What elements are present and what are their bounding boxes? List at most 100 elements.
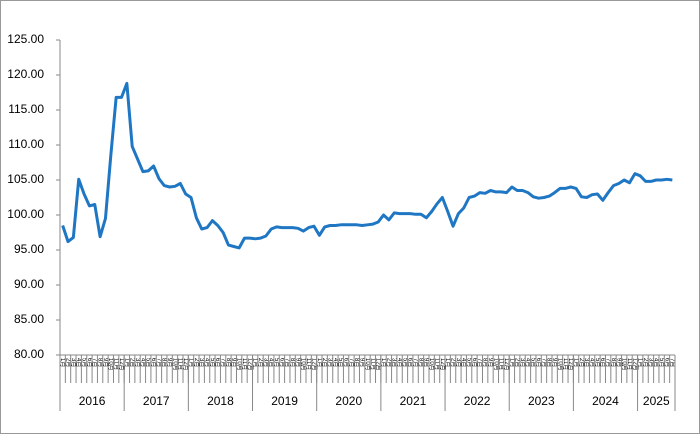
x-tick-label: 10月 xyxy=(621,358,628,371)
y-tick-label: 105.00 xyxy=(7,172,44,186)
x-tick-label: 6月 xyxy=(407,358,414,367)
x-tick-label: 4月 xyxy=(460,358,467,367)
x-tick-label: 1月 xyxy=(508,358,515,367)
x-tick-label: 1月 xyxy=(123,358,130,367)
x-tick-label: 4月 xyxy=(139,358,146,367)
x-tick-label: 5月 xyxy=(530,358,537,367)
x-tick-label: 3月 xyxy=(647,358,654,367)
x-tick-label: 9月 xyxy=(423,358,430,367)
x-tick-label: 9月 xyxy=(615,358,622,367)
x-tick-label: 7月 xyxy=(605,358,612,367)
y-tick-label: 115.00 xyxy=(8,102,44,116)
x-tick-label: 10月 xyxy=(556,358,563,371)
x-tick-label: 10月 xyxy=(428,358,435,371)
x-tick-label: 11月 xyxy=(433,358,440,370)
x-tick-label: 6月 xyxy=(535,358,542,367)
x-tick-label: 7月 xyxy=(220,358,227,367)
x-tick-label: 11月 xyxy=(562,358,569,370)
x-tick-label: 3月 xyxy=(262,358,269,367)
year-label: 2024 xyxy=(592,394,619,408)
x-tick-label: 8月 xyxy=(353,358,360,367)
x-tick-label: 11月 xyxy=(177,358,184,370)
x-tick-label: 4月 xyxy=(396,358,403,367)
x-tick-label: 9月 xyxy=(551,358,558,367)
x-tick-label: 4月 xyxy=(203,358,210,367)
x-tick-label: 5月 xyxy=(466,358,473,367)
x-tick-label: 3月 xyxy=(455,358,462,367)
x-tick-label: 12月 xyxy=(310,358,317,371)
x-tick-label: 2月 xyxy=(385,358,392,367)
x-tick-label: 12月 xyxy=(503,358,510,371)
x-tick-label: 10月 xyxy=(300,358,307,371)
x-tick-label: 1月 xyxy=(380,358,387,367)
x-tick-label: 12月 xyxy=(118,358,125,371)
x-tick-label: 9月 xyxy=(102,358,109,367)
x-tick-label: 11月 xyxy=(626,358,633,370)
x-tick-label: 2月 xyxy=(514,358,521,367)
x-tick-label: 8月 xyxy=(97,358,104,367)
y-tick-label: 120.00 xyxy=(7,67,44,81)
x-tick-label: 2月 xyxy=(64,358,71,367)
x-tick-label: 9月 xyxy=(230,358,237,367)
x-tick-label: 2月 xyxy=(578,358,585,367)
y-tick-label: 110.00 xyxy=(8,137,44,151)
year-label: 2025 xyxy=(643,394,670,408)
x-tick-label: 5月 xyxy=(80,358,87,367)
y-tick-label: 125.00 xyxy=(7,32,44,46)
x-tick-label: 6月 xyxy=(471,358,478,367)
x-tick-label: 4月 xyxy=(653,358,660,367)
x-tick-label: 7月 xyxy=(412,358,419,367)
x-tick-label: 4月 xyxy=(268,358,275,367)
y-tick-label: 80.00 xyxy=(14,347,44,361)
x-tick-label: 6月 xyxy=(278,358,285,367)
x-tick-label: 1月 xyxy=(444,358,451,367)
x-tick-label: 10月 xyxy=(171,358,178,371)
year-label: 2017 xyxy=(143,394,170,408)
x-tick-label: 6月 xyxy=(150,358,157,367)
x-tick-label: 4月 xyxy=(75,358,82,367)
x-tick-label: 8月 xyxy=(610,358,617,367)
x-tick-label: 12月 xyxy=(182,358,189,371)
x-tick-label: 9月 xyxy=(359,358,366,367)
x-tick-label: 8月 xyxy=(289,358,296,367)
x-tick-label: 10月 xyxy=(107,358,114,371)
x-tick-label: 5月 xyxy=(658,358,665,367)
x-tick-label: 5月 xyxy=(273,358,280,367)
x-tick-label: 3月 xyxy=(519,358,526,367)
x-tick-label: 6月 xyxy=(599,358,606,367)
x-tick-label: 7月 xyxy=(155,358,162,367)
x-tick-label: 9月 xyxy=(294,358,301,367)
x-tick-label: 2月 xyxy=(642,358,649,367)
x-tick-label: 11月 xyxy=(369,358,376,370)
x-tick-label: 2月 xyxy=(321,358,328,367)
y-tick-label: 100.00 xyxy=(7,207,44,221)
x-tick-label: 4月 xyxy=(332,358,339,367)
year-label: 2016 xyxy=(79,394,106,408)
x-tick-label: 12月 xyxy=(567,358,574,371)
x-tick-label: 8月 xyxy=(417,358,424,367)
x-tick-label: 5月 xyxy=(209,358,216,367)
x-tick-label: 9月 xyxy=(166,358,173,367)
x-tick-label: 5月 xyxy=(337,358,344,367)
x-tick-label: 8月 xyxy=(161,358,168,367)
x-tick-label: 3月 xyxy=(198,358,205,367)
x-tick-label: 5月 xyxy=(145,358,152,367)
x-tick-label: 12月 xyxy=(246,358,253,371)
x-tick-label: 6月 xyxy=(663,358,670,367)
x-tick-label: 11月 xyxy=(305,358,312,370)
x-tick-label: 7月 xyxy=(669,358,676,367)
x-tick-label: 3月 xyxy=(134,358,141,367)
x-tick-label: 11月 xyxy=(241,358,248,370)
x-tick-label: 4月 xyxy=(589,358,596,367)
x-tick-label: 1月 xyxy=(637,358,644,367)
x-tick-label: 6月 xyxy=(214,358,221,367)
y-tick-label: 95.00 xyxy=(14,242,44,256)
year-label: 2022 xyxy=(464,394,491,408)
year-label: 2020 xyxy=(335,394,362,408)
x-tick-label: 5月 xyxy=(594,358,601,367)
year-label: 2019 xyxy=(271,394,298,408)
x-tick-label: 1月 xyxy=(572,358,579,367)
x-tick-label: 6月 xyxy=(86,358,93,367)
